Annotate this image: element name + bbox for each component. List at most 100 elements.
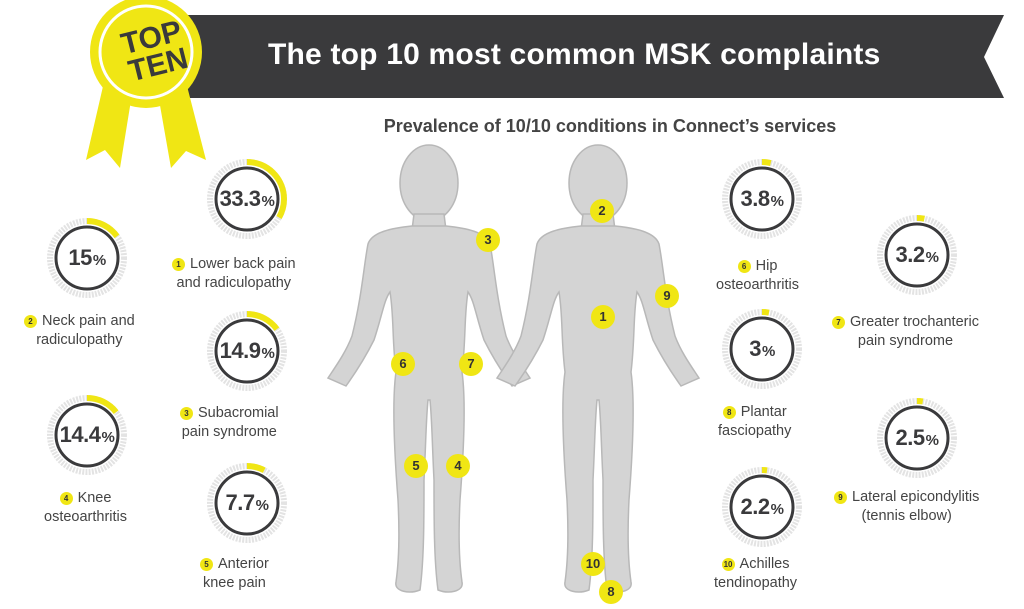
gauge-inner [54, 225, 120, 291]
condition-name-line2: (tennis elbow) [861, 508, 952, 524]
gauge-number: 3 [749, 336, 761, 361]
gauge-value: 3.8% [722, 159, 802, 239]
condition-name-line1: Anterior [218, 556, 269, 572]
gauge-inner [884, 222, 950, 288]
condition-name-line1: Lateral epicondylitis [852, 489, 980, 505]
body-marker-10: 10 [581, 552, 605, 576]
badge-ribbon-left [86, 82, 132, 168]
gauge-fill [877, 398, 957, 478]
rank-badge: 9 [834, 491, 847, 504]
gauge-3: 14.9% [207, 311, 287, 391]
rank-badge: 4 [59, 492, 73, 505]
condition-name-line1: Lower back pain [190, 256, 296, 272]
body-marker-8: 8 [599, 580, 623, 604]
gauge-value: 3.2% [877, 215, 957, 295]
condition-name-line2: pain syndrome [181, 424, 277, 440]
gauge-fill [722, 467, 802, 547]
rank-badge: 6 [737, 260, 751, 273]
gauge-fill [47, 395, 127, 475]
percent-sign: % [92, 251, 106, 269]
gauge-inner [214, 166, 280, 232]
percent-sign: % [261, 344, 275, 362]
body-marker-5: 5 [404, 454, 428, 478]
condition-name-line1: Plantar [740, 404, 787, 420]
condition-name-line2: and radiculopathy [176, 275, 292, 291]
rank-badge: 8 [722, 406, 736, 419]
gauge-fill [207, 159, 287, 239]
gauge-6: 3.8% [722, 159, 802, 239]
gauge-number: 14.9 [219, 338, 261, 363]
condition-name-line2: knee pain [202, 575, 266, 591]
gauge-inner [884, 405, 950, 471]
body-marker-4: 4 [446, 454, 470, 478]
rank-badge: 10 [721, 558, 735, 571]
gauge-number: 14.4 [59, 422, 101, 447]
condition-label-10: 10 Achilles tendinopathy [714, 555, 797, 593]
body-marker-2: 2 [590, 199, 614, 223]
condition-name-line2: pain syndrome [857, 333, 954, 349]
gauge-inner [729, 316, 795, 382]
rank-badge: 1 [172, 258, 185, 271]
gauge-fill [722, 309, 802, 389]
gauge-inner [214, 318, 280, 384]
percent-sign: % [925, 248, 939, 266]
condition-name-line1: Hip [755, 258, 778, 274]
gauge-9: 2.5% [877, 398, 957, 478]
gauge-fill [877, 215, 957, 295]
rank-badge: 5 [200, 558, 213, 571]
gauge-number: 2.5 [895, 425, 926, 450]
body-marker-1: 1 [591, 305, 615, 329]
gauge-inner [729, 474, 795, 540]
condition-label-8: 8 Plantar fasciopathy [718, 403, 791, 441]
gauge-7: 3.2% [877, 215, 957, 295]
condition-label-7: 7 Greater trochanteric pain syndrome [832, 313, 979, 351]
percent-sign: % [101, 428, 115, 446]
gauge-number: 33.3 [219, 186, 261, 211]
gauge-fill [722, 159, 802, 239]
condition-name-line2: osteoarthritis [716, 277, 800, 293]
condition-label-2: 2 Neck pain and radiculopathy [24, 312, 135, 350]
condition-name-line1: Achilles [739, 556, 790, 572]
gauge-10: 2.2% [722, 467, 802, 547]
gauge-number: 15 [68, 245, 92, 270]
gauge-number: 3.2 [895, 242, 926, 267]
badge-ribbon-right [158, 82, 206, 168]
page-title: The top 10 most common MSK complaints [268, 38, 881, 71]
condition-name-line2: osteoarthritis [44, 509, 128, 525]
gauge-value: 2.5% [877, 398, 957, 478]
badge-ring [98, 4, 194, 100]
rank-badge: 2 [24, 315, 37, 328]
gauge-value: 33.3% [207, 159, 287, 239]
gauge-value: 14.4% [47, 395, 127, 475]
rank-badge: 7 [832, 316, 845, 329]
gauge-value: 15% [47, 218, 127, 298]
gauge-1: 33.3% [207, 159, 287, 239]
condition-label-4: 4 Knee osteoarthritis [44, 489, 127, 527]
percent-sign: % [770, 500, 784, 518]
body-marker-3: 3 [476, 228, 500, 252]
percent-sign: % [255, 496, 269, 514]
gauge-layer [47, 159, 957, 547]
condition-label-9: 9 Lateral epicondylitis (tennis elbow) [834, 488, 979, 526]
percent-sign: % [770, 192, 784, 210]
rank-badge: 3 [180, 407, 193, 420]
body-marker-7: 7 [459, 352, 483, 376]
condition-name-line1: Neck pain and [42, 313, 135, 329]
condition-label-3: 3 Subacromial pain syndrome [180, 404, 279, 442]
condition-name-line1: Knee [77, 490, 112, 506]
gauge-value: 2.2% [722, 467, 802, 547]
condition-name-line1: Greater trochanteric [850, 314, 979, 330]
condition-label-5: 5 Anterior knee pain [200, 555, 269, 593]
body-front-figure [326, 144, 532, 593]
percent-sign: % [925, 431, 939, 449]
gauge-fill [47, 218, 127, 298]
condition-name-line2: radiculopathy [36, 332, 123, 348]
body-marker-6: 6 [391, 352, 415, 376]
percent-sign: % [761, 342, 775, 360]
gauge-inner [54, 402, 120, 468]
condition-name-line1: Subacromial [198, 405, 279, 421]
gauge-number: 7.7 [225, 490, 256, 515]
gauge-fill [207, 463, 287, 543]
